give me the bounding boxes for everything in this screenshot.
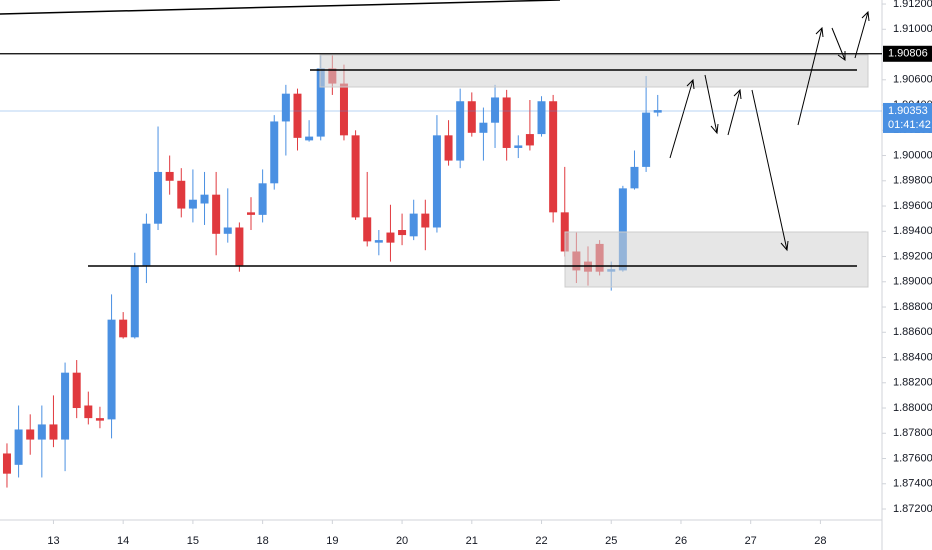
- x-tick-label: 25: [605, 535, 617, 547]
- x-tick-label: 19: [326, 535, 338, 547]
- candle-body: [630, 166, 639, 189]
- arrow: [751, 89, 789, 252]
- candle-body: [281, 93, 290, 122]
- arrow: [854, 10, 870, 59]
- candle-body: [72, 372, 81, 409]
- y-tick-label: 1.88000: [893, 402, 932, 414]
- y-tick-label: 1.88800: [893, 301, 932, 313]
- y-tick-label: 1.87600: [893, 452, 932, 464]
- arrow: [704, 74, 719, 135]
- candle-body: [107, 319, 116, 420]
- candle-body: [84, 405, 93, 419]
- trend-line: [0, 0, 561, 15]
- y-tick-label: 1.91200: [893, 0, 932, 10]
- x-tick-label: 13: [47, 535, 59, 547]
- candle-body: [95, 418, 104, 421]
- candle-body: [351, 135, 360, 218]
- price-line-label-bg: [883, 45, 932, 62]
- candle-body: [154, 171, 163, 224]
- arrow: [727, 88, 742, 136]
- candle-body: [61, 372, 70, 440]
- y-tick-label: 1.90000: [893, 149, 932, 161]
- candle-body: [514, 145, 523, 148]
- x-tick-label: 27: [745, 535, 757, 547]
- candle-body: [491, 97, 500, 123]
- x-tick-label: 26: [675, 535, 687, 547]
- candle-body: [247, 212, 256, 215]
- candle-body: [409, 213, 418, 237]
- x-tick-label: 21: [466, 535, 478, 547]
- x-tick-label: 22: [535, 535, 547, 547]
- candle-body: [549, 101, 558, 213]
- candle-body: [258, 183, 267, 215]
- candle-body: [49, 424, 58, 440]
- candle-body: [235, 227, 244, 266]
- y-tick-label: 1.87200: [893, 503, 932, 515]
- y-tick-label: 1.88600: [893, 326, 932, 338]
- candle-body: [653, 110, 662, 113]
- candle-body: [421, 213, 430, 228]
- candle-body: [456, 101, 465, 161]
- candle-body: [618, 188, 627, 271]
- y-tick-label: 1.89600: [893, 200, 932, 212]
- candle-body: [537, 101, 546, 135]
- candle-body: [432, 135, 441, 228]
- y-tick-label: 1.87400: [893, 478, 932, 490]
- candle-body: [200, 194, 209, 204]
- candle-body: [502, 97, 511, 148]
- candle-body: [165, 171, 174, 181]
- candle-body: [14, 429, 23, 465]
- candle-body: [305, 136, 314, 141]
- arrows: [669, 10, 870, 252]
- candle-body: [339, 83, 348, 136]
- candle-body: [26, 429, 35, 440]
- candle-body: [293, 93, 302, 138]
- y-tick-label: 1.91000: [893, 23, 932, 35]
- candle-body: [316, 68, 325, 137]
- x-tick-label: 28: [814, 535, 826, 547]
- countdown: 01:41:42: [888, 119, 931, 131]
- x-tick-label: 15: [187, 535, 199, 547]
- candle-body: [2, 453, 11, 474]
- candle-body: [642, 112, 651, 167]
- candle-body: [444, 135, 453, 161]
- arrow: [669, 78, 695, 159]
- supply-zone: [319, 54, 869, 88]
- candle-body: [119, 319, 128, 338]
- demand-zone: [564, 231, 869, 288]
- y-tick-label: 1.89000: [893, 276, 932, 288]
- candle-body: [398, 230, 407, 236]
- x-tick-label: 20: [396, 535, 408, 547]
- candle-body: [363, 217, 372, 242]
- arrow: [797, 26, 824, 126]
- y-tick-label: 1.87800: [893, 427, 932, 439]
- candle-body: [223, 227, 232, 234]
- candle-body: [212, 194, 221, 234]
- last-price-label: 1.90353: [888, 105, 928, 117]
- candle-body: [188, 199, 197, 209]
- y-tick-label: 1.89200: [893, 250, 932, 262]
- y-tick-label: 1.89400: [893, 225, 932, 237]
- candle-body: [467, 101, 476, 133]
- candle-body: [479, 122, 488, 133]
- candle-body: [525, 134, 534, 146]
- x-tick-label: 18: [256, 535, 268, 547]
- price-line-label: 1.90806: [888, 48, 928, 60]
- candle-body: [142, 223, 151, 266]
- last-price-label-bg: [883, 102, 932, 133]
- y-tick-label: 1.90600: [893, 74, 932, 86]
- candle-body: [130, 265, 139, 338]
- candle-body: [270, 121, 279, 184]
- candle-body: [374, 240, 383, 243]
- drawings: [0, 0, 870, 288]
- candle-body: [37, 424, 46, 440]
- y-tick-label: 1.88200: [893, 377, 932, 389]
- x-tick-label: 14: [117, 535, 129, 547]
- candle-body: [177, 180, 186, 209]
- y-tick-label: 1.88400: [893, 351, 932, 363]
- candle-body: [386, 232, 395, 243]
- y-tick-label: 1.89800: [893, 175, 932, 187]
